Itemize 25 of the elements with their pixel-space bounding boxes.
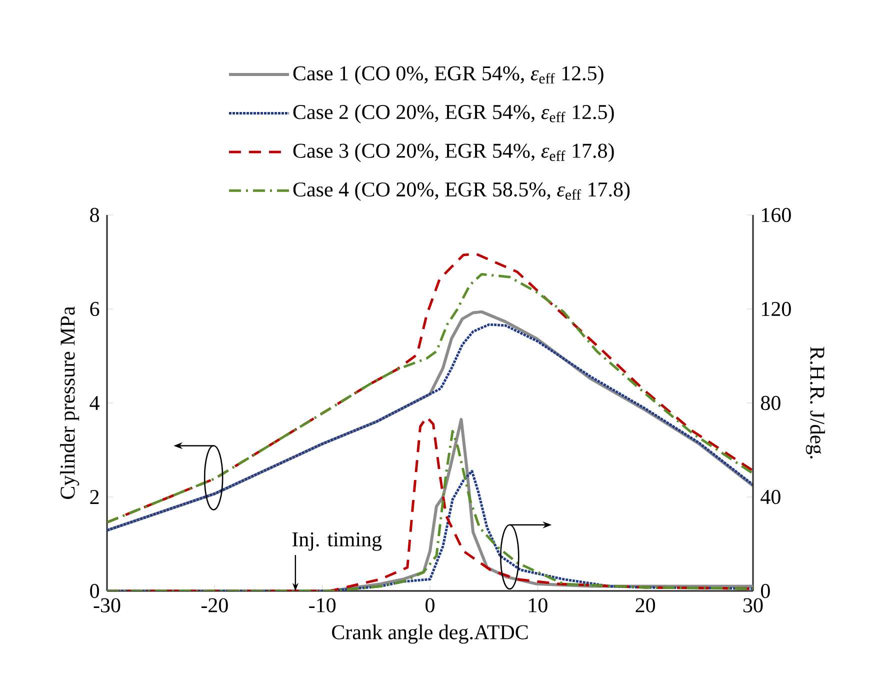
legend-label: Case 3 (CO 20%, EGR 54%, ε$_{eff}$ 17.8) bbox=[293, 143, 614, 162]
legend-label: Case 1 (CO 0%, EGR 54%, ε$_{eff}$ 12.5) bbox=[293, 66, 604, 85]
y2-tick-label: 80 bbox=[760, 396, 780, 410]
y-tick-label: 2 bbox=[90, 490, 99, 504]
x-tick-label: 30 bbox=[744, 598, 763, 612]
x-tick-label: 20 bbox=[636, 598, 656, 612]
legend-label: Case 2 (CO 20%, EGR 54%, ε$_{eff}$ 12.5) bbox=[293, 104, 614, 124]
y-tick-label: 8 bbox=[90, 208, 100, 222]
x-tick-label: 0 bbox=[426, 598, 434, 612]
y2-tick-label: 160 bbox=[762, 208, 791, 222]
y2-axis-title: R.H.R. J/deg. bbox=[806, 346, 825, 458]
y-tick-label: 0 bbox=[90, 584, 100, 598]
y2-tick-label: 120 bbox=[762, 302, 791, 316]
y-tick-label: 4 bbox=[90, 396, 100, 410]
x-tick-label: -30 bbox=[94, 598, 120, 612]
x-tick-label: -20 bbox=[201, 598, 228, 612]
y-axis-title: Cylinder pressure MPa bbox=[60, 306, 80, 499]
y2-tick-label: 40 bbox=[760, 490, 780, 504]
y-tick-label: 6 bbox=[90, 302, 100, 316]
x-tick-label: -10 bbox=[309, 598, 336, 612]
x-tick-label: 10 bbox=[529, 598, 548, 612]
x-axis-title: Crank angle deg.ATDC bbox=[332, 624, 528, 644]
legend-label: Case 4 (CO 20%, EGR 58.5%, ε$_{eff}$ 17.8) bbox=[293, 182, 630, 201]
annotation: Inj. timing bbox=[292, 532, 382, 551]
y2-tick-label: 0 bbox=[760, 584, 770, 598]
